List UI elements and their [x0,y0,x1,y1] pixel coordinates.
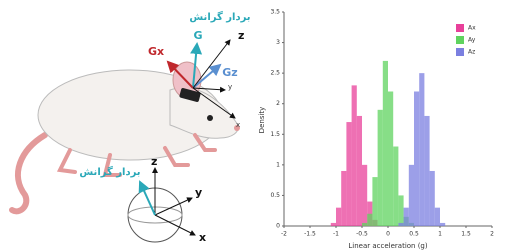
x-tick-label: 1.5 [461,231,471,238]
histogram-bar [398,223,403,226]
x-tick-label: 2 [490,231,494,238]
z-label: z [238,29,244,42]
histogram-bar [367,214,372,226]
histogram-bar [372,177,377,226]
y-tick-label: 3 [276,39,280,46]
legend-swatch [456,48,464,56]
y-tick-label: 0.5 [270,192,280,199]
gravity-label: بردار گرانش [189,10,250,23]
histogram-bar [414,91,419,226]
x-label: x [199,231,206,244]
x-label: x [236,121,240,129]
legend-swatch [456,24,464,32]
sphere-diagram: بردار گرانش z y x [79,155,206,244]
histogram-bar [352,85,357,226]
mouse-illustration: بردار گرانش G Gx Gz z y x [12,10,251,211]
histogram-bar [362,223,367,226]
histogram-bar [404,208,409,226]
figure: بردار گرانش G Gx Gz z y x بردار گرانش z … [0,0,526,252]
histogram-bar [440,223,445,226]
histogram-bar [393,147,398,226]
histogram-bar [341,171,346,226]
z-label: z [151,155,157,168]
histogram-bar [378,110,383,226]
y-tick-label: 1.5 [270,131,280,138]
y-tick-label: 3.5 [270,9,280,16]
histogram-bar [362,165,367,226]
histogram-bar [435,208,440,226]
y-tick-label: 0 [276,223,280,230]
histogram-bar [409,165,414,226]
y-label: y [195,186,202,199]
legend-label: Ax [468,25,476,32]
y-tick-label: 2.5 [270,70,280,77]
x-tick-label: 0.5 [409,231,419,238]
x-tick-label: 0 [386,231,390,238]
legend-label: Ay [468,37,476,44]
x-tick-label: -1.5 [304,231,316,238]
g-label: G [193,29,202,42]
legend-swatch [456,36,464,44]
gravity-label: بردار گرانش [79,165,140,178]
histogram-bar [419,73,424,226]
y-label: y [228,83,232,91]
histogram-bar [331,223,336,226]
histogram-bar [383,61,388,226]
y-tick-label: 1 [276,161,280,168]
histogram-bar [398,195,403,226]
y-tick-label: 2 [276,100,280,107]
gx-label: Gx [148,45,164,58]
x-tick-label: 1 [438,231,442,238]
legend-label: Az [468,49,475,56]
histogram-bar [357,116,362,226]
chart: Density Linear acceleration (g) 0 0.5 1 1.5… [258,9,494,251]
x-axis-label: Linear acceleration (g) [348,242,428,250]
x-tick-label: -0.5 [356,231,368,238]
histogram-bar [388,91,393,226]
histogram-bar [424,116,429,226]
x-tick-label: -1 [333,231,339,238]
histogram-bar [346,122,351,226]
y-axis-label: Density [258,107,266,134]
x-tick-label: -2 [281,231,287,238]
histogram-bar [430,171,435,226]
histogram-bar [336,208,341,226]
gz-label: Gz [222,66,237,79]
